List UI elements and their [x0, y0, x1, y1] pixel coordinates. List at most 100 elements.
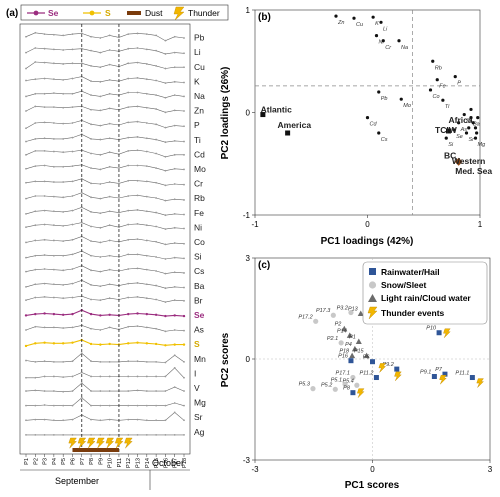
series-point-na [71, 92, 74, 95]
series-point-br [108, 297, 111, 300]
series-point-se [182, 314, 186, 318]
series-point-pb [25, 35, 27, 38]
series-point-sr [43, 418, 46, 421]
series-point-na [62, 92, 65, 95]
thunder-event-p8 [87, 437, 96, 449]
series-point-pb [80, 32, 83, 35]
loading-label-na: Na [401, 45, 408, 51]
series-point-zn [155, 108, 158, 110]
series-line-ti [25, 133, 185, 143]
loading-point-cr [381, 39, 385, 43]
series-point-cd [43, 149, 46, 152]
series-point-ni [118, 226, 120, 229]
series-point-cr [34, 180, 37, 183]
series-point-si [90, 254, 92, 257]
b-x-tick-label: 1 [478, 220, 483, 229]
series-point-cd [71, 150, 74, 153]
series-point-cd [52, 150, 55, 153]
series-point-mo [25, 167, 27, 170]
score-point-p11-2 [373, 375, 379, 381]
series-point-fe [43, 209, 46, 212]
series-point-pb [62, 34, 65, 37]
series-point-p [99, 124, 102, 127]
loading-point-pb [377, 90, 381, 94]
thunder-event-p6 [68, 437, 77, 449]
thunder-event-p10 [105, 437, 115, 449]
series-point-k [127, 77, 130, 80]
series-line-ni [25, 222, 185, 230]
element-label-na: Na [194, 91, 205, 101]
legend-light-marker [368, 294, 377, 302]
series-point-ni [127, 223, 130, 226]
loading-label-li: Li [383, 26, 388, 32]
series-point-fe [62, 211, 65, 213]
series-line-k [25, 76, 185, 84]
series-point-cu [25, 67, 27, 70]
series-point-s [173, 343, 176, 346]
series-point-ni [183, 227, 185, 230]
series-point-se [71, 312, 74, 316]
loading-point-rb [431, 59, 435, 63]
loading-point-p [453, 75, 457, 79]
series-point-fe [80, 206, 83, 209]
panel-a-element-labels: Pb Li Cu K Na Zn P Ti Cd Mo Cr Rb Fe Ni Co Si Cs Ba Br Se As… [194, 33, 206, 437]
series-point-cu [71, 62, 74, 65]
series-point-se [61, 313, 65, 316]
series-point-rb [34, 195, 37, 197]
x-tick-label-p11: P11 [117, 458, 123, 468]
series-point-cs [71, 268, 74, 270]
legend-thunder-label: Thunder [188, 8, 220, 18]
series-point-v [52, 390, 55, 392]
series-point-zn [145, 106, 148, 109]
series-point-ti [108, 137, 111, 140]
loading-point-ni [374, 34, 379, 38]
score-label-p1: P1 [349, 334, 356, 340]
series-point-s [164, 344, 167, 347]
loading-label-co: Co [433, 94, 440, 100]
series-point-na [155, 94, 158, 97]
series-point-cd [90, 152, 92, 155]
series-point-se [89, 312, 93, 316]
score-point-p5-2 [332, 386, 338, 392]
score-point-p16 [348, 358, 354, 364]
series-point-cd [136, 149, 139, 152]
series-point-cr [155, 181, 158, 184]
series-point-p [173, 124, 176, 127]
series-point-si [108, 254, 111, 257]
x-tick-label-p2: P2 [33, 458, 39, 465]
series-point-mo [71, 165, 74, 168]
series-point-mn [99, 360, 102, 363]
element-label-se: Se [194, 310, 205, 320]
loading-point-si [444, 136, 448, 140]
series-point-cs [43, 268, 46, 270]
series-point-fe [34, 210, 37, 213]
series-point-li [173, 51, 176, 54]
series-point-k [90, 80, 92, 83]
series-point-pb [52, 33, 55, 36]
series-line-ba [25, 279, 185, 289]
legend-se-marker [33, 10, 39, 16]
series-point-co [62, 240, 65, 243]
score-label-p16: P16 [338, 354, 349, 360]
series-point-mn [164, 361, 167, 364]
x-tick-label-p9: P9 [98, 458, 104, 465]
series-point-k [99, 80, 102, 83]
series-point-li [25, 51, 27, 54]
series-point-se [108, 313, 111, 316]
x-tick-label-p1: P1 [24, 458, 30, 465]
series-point-se [164, 314, 167, 318]
series-point-mo [127, 164, 130, 167]
series-point-p [34, 122, 37, 124]
series-line-cr [25, 178, 185, 186]
series-line-rb [25, 192, 185, 201]
series-point-cu [145, 63, 148, 65]
element-label-mn: Mn [194, 354, 206, 364]
series-point-br [164, 301, 167, 304]
series-point-cd [155, 152, 158, 155]
series-point-si [136, 253, 139, 256]
series-point-li [62, 49, 65, 51]
series-point-ag [25, 433, 27, 436]
series-point-ti [145, 137, 148, 140]
series-point-p [25, 127, 27, 130]
